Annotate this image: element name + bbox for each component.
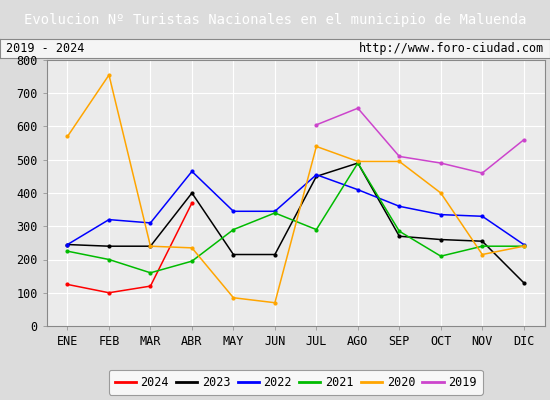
Legend: 2024, 2023, 2022, 2021, 2020, 2019: 2024, 2023, 2022, 2021, 2020, 2019 xyxy=(108,370,483,394)
Text: http://www.foro-ciudad.com: http://www.foro-ciudad.com xyxy=(359,42,544,55)
Text: 2019 - 2024: 2019 - 2024 xyxy=(6,42,84,55)
Text: Evolucion Nº Turistas Nacionales en el municipio de Maluenda: Evolucion Nº Turistas Nacionales en el m… xyxy=(24,13,526,27)
